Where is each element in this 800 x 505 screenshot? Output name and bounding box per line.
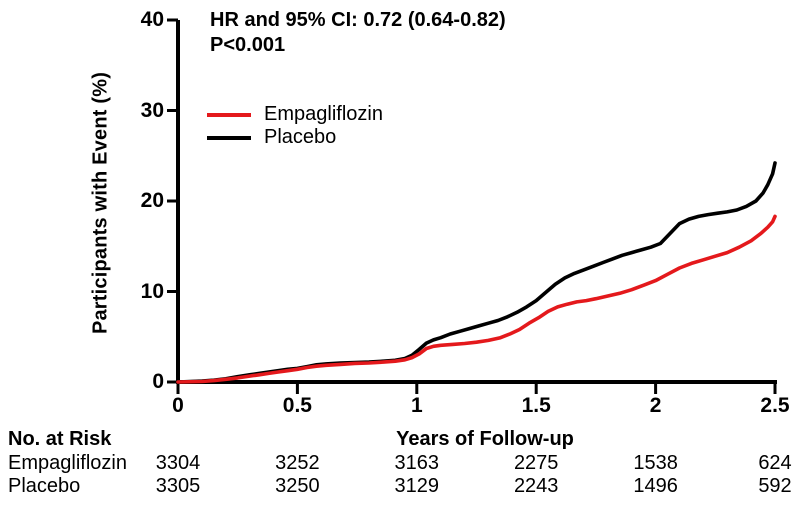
empagliflozin-curve — [176, 214, 777, 384]
risk-value-empagliflozin-0.5: 3252 — [275, 452, 320, 474]
placebo-curve — [176, 161, 777, 384]
legend-item-empagliflozin: Empagliflozin — [207, 103, 383, 126]
risk-value-empagliflozin-1.5: 2275 — [513, 452, 559, 474]
risk-value-empagliflozin-2: 1538 — [633, 452, 678, 474]
hr-annotation: HR and 95% CI: 0.72 (0.64-0.82) P<0.001 — [210, 8, 506, 58]
y-tick-label-30: 30 — [140, 98, 164, 122]
y-tick-label-20: 20 — [140, 189, 164, 212]
x-axis-label: Years of Follow-up — [396, 428, 574, 450]
risk-table-title: No. at Risk — [8, 428, 112, 450]
risk-value-placebo-1: 3129 — [394, 475, 440, 497]
x-tick-label-1: 1 — [410, 394, 423, 417]
legend-item-placebo: Placebo — [207, 126, 383, 149]
y-tick-label-40: 40 — [140, 8, 164, 31]
risk-value-placebo-1.5: 2243 — [513, 475, 559, 497]
risk-value-placebo-2.5: 592 — [758, 475, 792, 497]
risk-row-label-placebo: Placebo — [8, 475, 81, 497]
empagliflozin-legend-label: Empagliflozin — [264, 103, 383, 125]
risk-value-empagliflozin-0: 3304 — [155, 452, 201, 474]
risk-value-empagliflozin-2.5: 624 — [758, 452, 792, 474]
x-tick-label-0: 0 — [172, 394, 184, 417]
risk-value-placebo-0.5: 3250 — [275, 475, 320, 497]
y-tick-label-10: 10 — [140, 279, 164, 303]
legend: Empagliflozin Placebo — [207, 103, 383, 149]
risk-value-empagliflozin-1: 3163 — [394, 452, 440, 474]
x-tick-label-1.5: 1.5 — [521, 394, 551, 417]
x-tick-label-0.5: 0.5 — [282, 394, 312, 417]
x-tick-label-2: 2 — [649, 394, 662, 417]
hr-annotation-line: HR and 95% CI: 0.72 (0.64-0.82) — [210, 9, 506, 31]
empagliflozin-line-swatch — [207, 112, 251, 117]
x-tick-label-2.5: 2.5 — [760, 394, 790, 417]
y-tick-label-0: 0 — [152, 370, 164, 393]
y-axis-label: Participants with Event (%) — [89, 71, 112, 335]
placebo-line-swatch — [207, 135, 251, 140]
risk-value-placebo-2: 1496 — [633, 475, 678, 497]
risk-row-label-empagliflozin: Empagliflozin — [8, 452, 127, 474]
p-value-line: P<0.001 — [210, 34, 286, 56]
placebo-legend-label: Placebo — [264, 126, 337, 148]
risk-value-placebo-0: 3305 — [155, 475, 201, 497]
